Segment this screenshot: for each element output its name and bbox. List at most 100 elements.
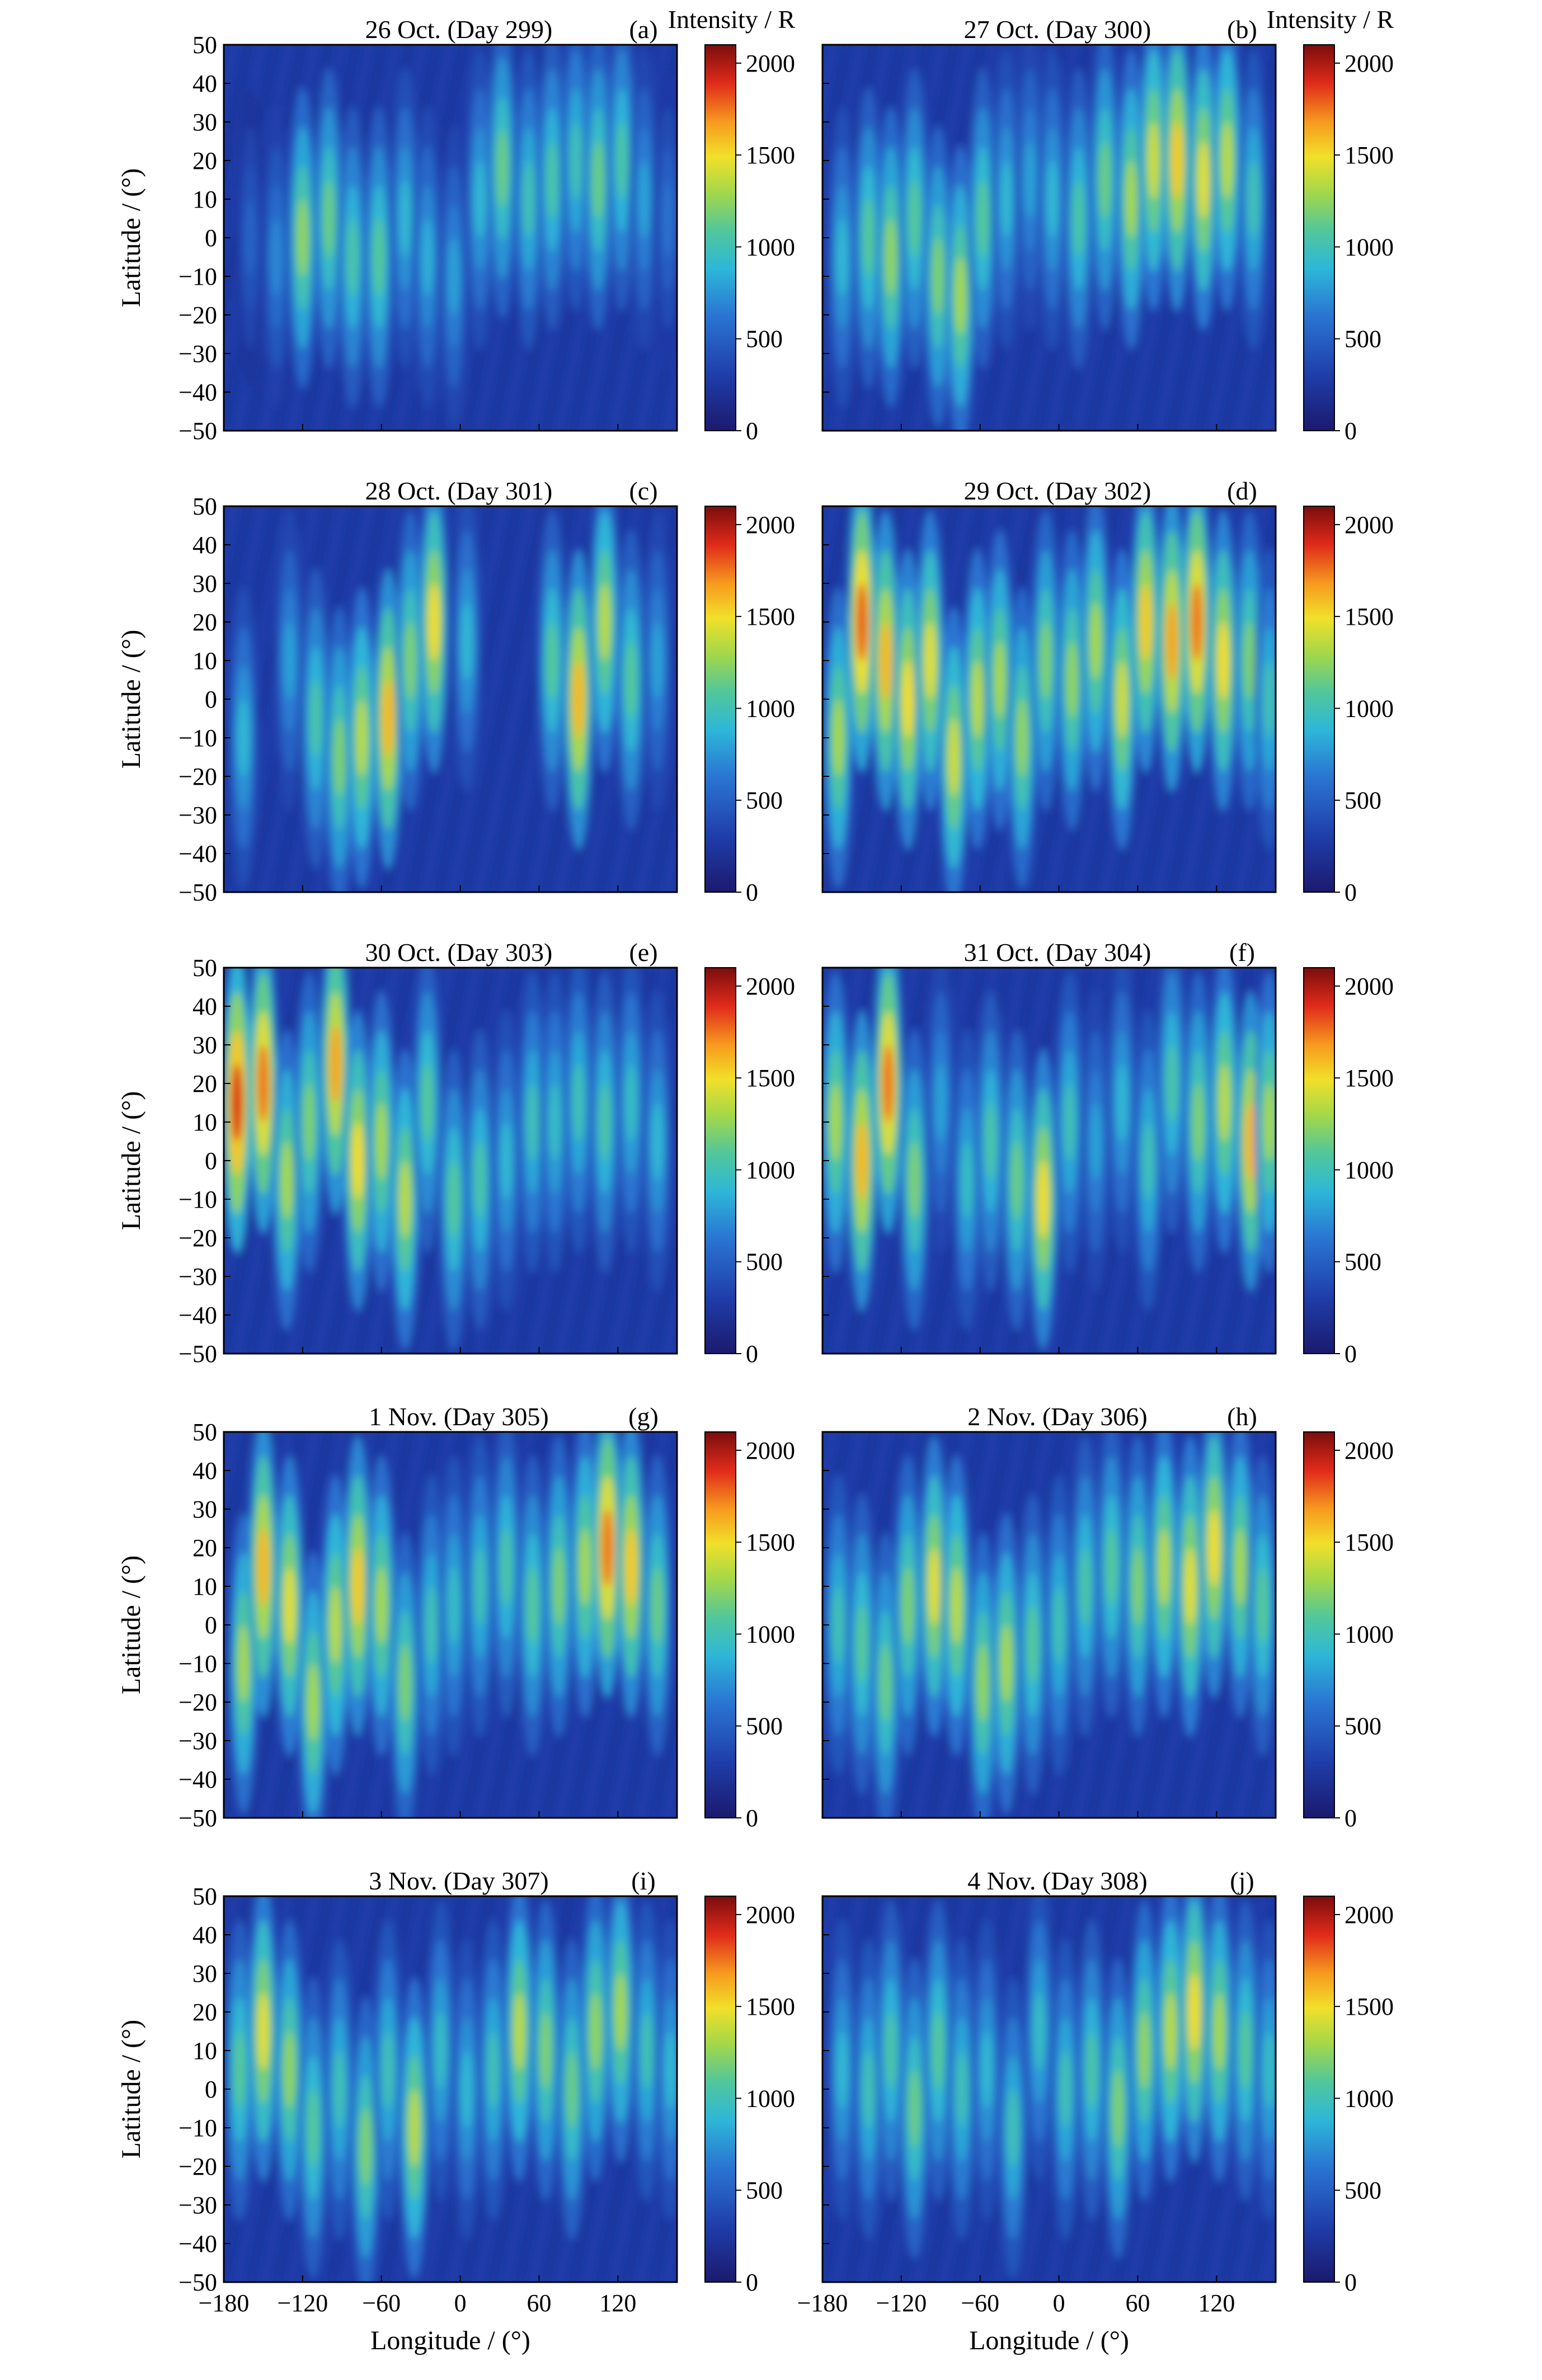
intensity-stripe	[566, 2050, 578, 2128]
intensity-stripe	[1125, 160, 1137, 238]
colorbar-tick-label: 1500	[1344, 603, 1394, 630]
texture-line	[1386, 1896, 1465, 2282]
y-tick-label: 40	[192, 531, 217, 559]
y-tick-label: 30	[192, 570, 217, 597]
intensity-stripe	[1007, 2089, 1019, 2167]
intensity-stripe	[856, 1121, 868, 1200]
x-tick-label: −120	[277, 2289, 328, 2317]
y-tick-label: −20	[178, 301, 217, 329]
intensity-stripe	[977, 1643, 989, 1722]
intensity-stripe	[1234, 1528, 1246, 1606]
texture-line	[1386, 968, 1465, 1354]
texture-line	[1386, 45, 1465, 431]
intensity-stripe	[662, 179, 674, 258]
intensity-stripe	[1024, 140, 1036, 219]
panel-title: 4 Nov. (Day 308)	[967, 1867, 1148, 1895]
colorbar-tick-label: 500	[746, 1713, 783, 1740]
intensity-stripe	[428, 583, 440, 661]
intensity-stripe	[307, 1663, 319, 1741]
y-tick-label: 50	[192, 1883, 217, 1910]
intensity-stripe	[935, 1063, 947, 1142]
intensity-stripe	[1257, 1566, 1268, 1645]
panel-title: 26 Oct. (Day 299)	[365, 15, 553, 44]
intensity-stripe	[882, 1044, 894, 1123]
texture-line	[1413, 45, 1492, 431]
intensity-stripe	[487, 2030, 499, 2109]
panel-title: 1 Nov. (Day 305)	[369, 1402, 549, 1431]
intensity-stripe	[425, 1586, 437, 1664]
intensity-stripe	[448, 1566, 459, 1645]
x-tick-label: 0	[454, 2289, 467, 2317]
intensity-stripe	[902, 1566, 914, 1645]
intensity-stripe	[1116, 1063, 1128, 1142]
y-tick-label: 50	[192, 493, 217, 520]
colorbar-tick-label: 2000	[746, 1437, 795, 1464]
intensity-stripe	[330, 1586, 341, 1664]
intensity-stripe	[399, 1160, 411, 1238]
intensity-stripe	[284, 1566, 295, 1645]
intensity-stripe	[373, 218, 385, 296]
intensity-stripe	[1011, 1140, 1023, 1219]
intensity-stripe	[257, 1044, 269, 1123]
intensity-stripe	[1000, 1624, 1012, 1703]
intensity-stripe	[333, 718, 345, 797]
x-tick-label: −180	[199, 2289, 250, 2317]
y-tick-label: −10	[178, 1186, 217, 1213]
intensity-stripe	[1106, 1528, 1117, 1606]
colorbar-tick-label: 0	[1344, 1804, 1357, 1832]
intensity-stripe	[1248, 160, 1259, 238]
intensity-stripe	[1166, 1044, 1178, 1123]
panel-c: 28 Oct. (Day 301) (c) 50 40 30 20 10 0 −10 −20 −30…	[116, 477, 795, 906]
panel-letter: (a)	[629, 15, 657, 44]
y-tick-label: 10	[192, 2037, 217, 2065]
intensity-stripe	[1208, 1509, 1220, 1587]
intensity-stripe	[981, 2030, 993, 2109]
intensity-stripe	[546, 621, 558, 700]
intensity-stripe	[1064, 1083, 1075, 1161]
y-tick-label: −10	[178, 263, 217, 290]
colorbar-tick-label: 1000	[746, 695, 795, 722]
panel-j: 4 Nov. (Day 308) (j) −180 −120 −60 0 60 120 Long…	[797, 1867, 1465, 2355]
y-tick-label: −50	[178, 1340, 217, 1368]
y-axis-label: Latitude / (°)	[116, 1556, 146, 1694]
y-tick-label: 40	[192, 1921, 217, 1949]
colorbar-tick-label: 0	[746, 417, 758, 445]
intensity-stripe	[1033, 1992, 1045, 2071]
panel-e: 30 Oct. (Day 303) (e) 50 40 30 20 10 0 −10 −20 −30…	[116, 938, 795, 1368]
intensity-stripe	[924, 621, 936, 700]
intensity-stripe	[382, 2030, 394, 2109]
y-axis-label: Latitude / (°)	[116, 630, 146, 769]
colorbar	[704, 506, 736, 893]
intensity-stripe	[474, 1547, 486, 1625]
intensity-stripe	[833, 699, 844, 777]
intensity-stripe	[1192, 1083, 1204, 1161]
intensity-stripe	[1158, 1528, 1170, 1606]
texture-line	[224, 1432, 251, 1568]
y-tick-label: −20	[178, 763, 217, 790]
panel-letter: (h)	[1227, 1402, 1257, 1431]
intensity-stripe	[863, 2050, 875, 2128]
intensity-stripe	[885, 218, 897, 296]
y-tick-label: 0	[205, 1147, 217, 1175]
intensity-stripe	[303, 1083, 315, 1161]
intensity-stripe	[352, 1121, 364, 1200]
y-tick-label: 20	[192, 1999, 217, 2026]
intensity-stripe	[1073, 179, 1084, 258]
panel-h: 2 Nov. (Day 306) (h) 2000 1500 1000 500 0	[821, 1402, 1394, 1832]
texture-line	[224, 506, 251, 642]
colorbar	[1303, 1896, 1335, 2283]
intensity-stripe	[238, 1624, 250, 1703]
texture-line	[1249, 300, 1276, 431]
y-tick-label: 40	[192, 993, 217, 1020]
x-tick-label: −60	[362, 2289, 401, 2317]
intensity-stripe	[1245, 1102, 1257, 1181]
intensity-stripe	[951, 1566, 962, 1645]
intensity-stripe	[836, 2030, 848, 2109]
intensity-stripe	[638, 160, 650, 238]
colorbar-tick-label: 0	[1344, 417, 1357, 445]
panel-g: 1 Nov. (Day 305) (g) 50 40 30 20 10 0 −10 −20 −30 −…	[116, 1402, 795, 1832]
intensity-stripe	[500, 1528, 512, 1606]
intensity-stripe	[856, 1605, 868, 1684]
colorbar	[1303, 506, 1335, 893]
texture-line	[1386, 506, 1465, 892]
